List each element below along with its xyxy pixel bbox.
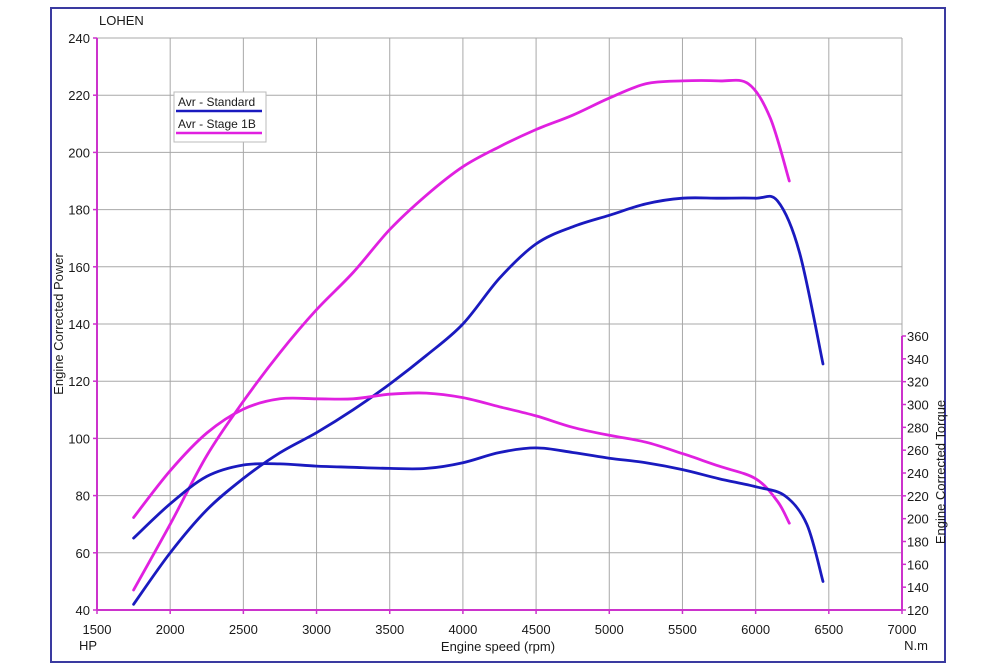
- x-tick-label: 7000: [888, 622, 917, 637]
- y-right-tick-label: 260: [907, 443, 929, 458]
- series-lines: [132, 78, 825, 606]
- legend-label-stage1b: Avr - Stage 1B: [178, 117, 256, 131]
- y-right-tick-label: 200: [907, 512, 929, 527]
- x-tick-label: 4500: [522, 622, 551, 637]
- y-right-tick-label: 240: [907, 466, 929, 481]
- y-right-tick-label: 140: [907, 580, 929, 595]
- y-left-tick-label: 180: [68, 203, 90, 218]
- y-left-tick-label: 120: [68, 374, 90, 389]
- y-left-tick-label: 240: [68, 31, 90, 46]
- chart-title: LOHEN: [99, 13, 144, 28]
- x-tick-label: 5500: [668, 622, 697, 637]
- y-right-tick-label: 340: [907, 352, 929, 367]
- y2-unit-label: N.m: [904, 638, 928, 653]
- series-line-power-standard: [132, 194, 825, 606]
- axes: [93, 37, 906, 614]
- y-left-tick-label: 200: [68, 145, 90, 160]
- chart-frame: [50, 7, 946, 663]
- x-tick-label: 2000: [156, 622, 185, 637]
- y-left-tick-label: 220: [68, 88, 90, 103]
- legend: Avr - Standard Avr - Stage 1B: [173, 91, 267, 143]
- y-right-tick-label: 220: [907, 489, 929, 504]
- y-right-tick-label: 360: [907, 329, 929, 344]
- y-left-tick-label: 160: [68, 260, 90, 275]
- y-axis-right-label: Engine Corrected Torque: [933, 400, 948, 544]
- y-right-tick-label: 320: [907, 375, 929, 390]
- tick-labels: 40 60 80 100 120 140 160 180 200 220 240 120 140 160 1…: [68, 31, 928, 637]
- series-line-power-stage1b: [132, 78, 791, 592]
- x-tick-label: 6000: [741, 622, 770, 637]
- y-right-tick-label: 120: [907, 603, 929, 618]
- x-tick-label: 5000: [595, 622, 624, 637]
- x-tick-label: 2500: [229, 622, 258, 637]
- y-right-tick-label: 180: [907, 535, 929, 550]
- x-tick-label: 3000: [302, 622, 331, 637]
- y-left-tick-label: 100: [68, 431, 90, 446]
- y-right-tick-label: 300: [907, 398, 929, 413]
- y-axis-left-label: Engine Corrected Power: [51, 253, 66, 395]
- x-axis-label: Engine speed (rpm): [441, 639, 555, 654]
- y-left-tick-label: 80: [76, 489, 90, 504]
- x-unit-label: HP: [79, 638, 97, 653]
- x-tick-label: 3500: [375, 622, 404, 637]
- legend-label-standard: Avr - Standard: [178, 95, 255, 109]
- y-left-tick-label: 60: [76, 546, 90, 561]
- x-tick-label: 1500: [83, 622, 112, 637]
- y-left-tick-label: 140: [68, 317, 90, 332]
- x-tick-label: 6500: [814, 622, 843, 637]
- y-right-tick-label: 160: [907, 557, 929, 572]
- series-line-torque-standard: [132, 446, 825, 583]
- series-line-torque-stage1b: [132, 391, 791, 525]
- x-tick-label: 4000: [448, 622, 477, 637]
- y-right-tick-label: 280: [907, 420, 929, 435]
- y-left-tick-label: 40: [76, 603, 90, 618]
